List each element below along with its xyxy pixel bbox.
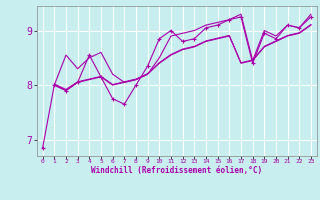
- X-axis label: Windchill (Refroidissement éolien,°C): Windchill (Refroidissement éolien,°C): [91, 166, 262, 175]
